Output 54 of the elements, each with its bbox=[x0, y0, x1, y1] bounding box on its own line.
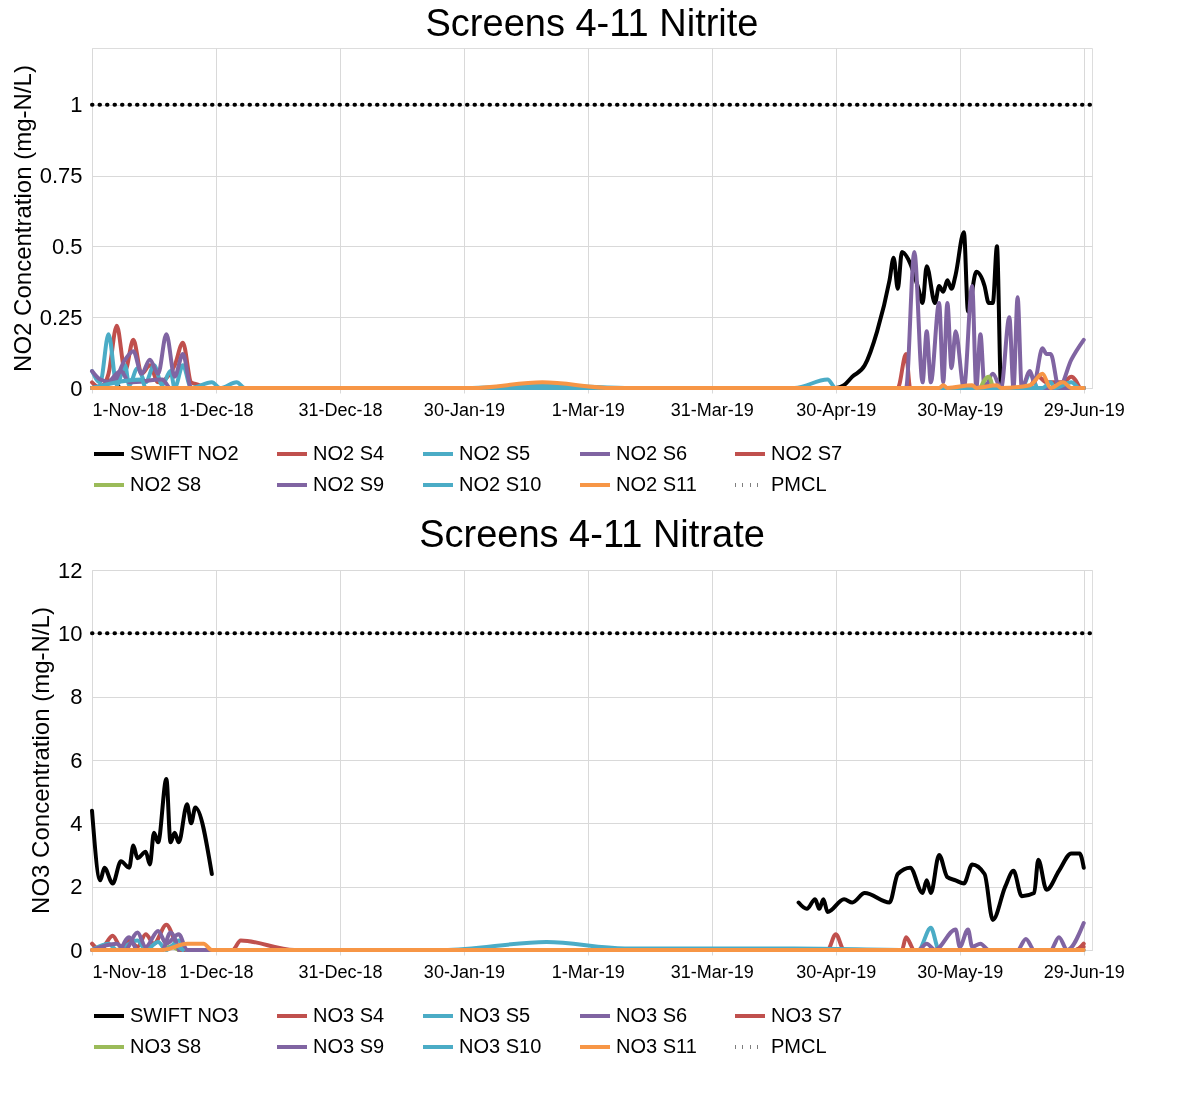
x-tick-label: 31-Mar-19 bbox=[670, 961, 754, 982]
x-tick-label: 1-Dec-18 bbox=[179, 961, 254, 982]
legend-label: NO3 S10 bbox=[459, 1035, 542, 1057]
legend-label: NO2 S7 bbox=[771, 442, 843, 464]
y-tick-label: 8 bbox=[70, 684, 83, 710]
legend-label: NO2 S9 bbox=[313, 473, 385, 495]
x-tick-label: 30-May-19 bbox=[917, 961, 1004, 982]
x-tick-label: 29-Jun-19 bbox=[1043, 399, 1125, 420]
x-tick-label: 1-Mar-19 bbox=[551, 399, 625, 420]
legend-label: NO3 S11 bbox=[616, 1035, 697, 1057]
x-tick-label: 1-Mar-19 bbox=[551, 961, 625, 982]
legend-label: PMCL bbox=[771, 473, 827, 495]
y-tick-label: 4 bbox=[70, 810, 83, 836]
legend-label: NO2 S8 bbox=[130, 473, 202, 495]
legend-label: NO2 S4 bbox=[313, 442, 385, 464]
legend-label: NO3 S9 bbox=[313, 1035, 385, 1057]
chart-title: Screens 4-11 Nitrate bbox=[419, 513, 765, 555]
legend-label: NO3 S8 bbox=[130, 1035, 202, 1057]
legend-label: NO2 S10 bbox=[459, 473, 542, 495]
x-tick-label: 30-Apr-19 bbox=[796, 961, 877, 982]
x-tick-label: 30-Jan-19 bbox=[423, 961, 505, 982]
legend-label: PMCL bbox=[771, 1035, 827, 1057]
y-tick-label: 6 bbox=[70, 747, 83, 773]
legend-label: NO3 S7 bbox=[771, 1004, 843, 1026]
x-tick-label: 30-Jan-19 bbox=[423, 399, 505, 420]
x-tick-label: 31-Dec-18 bbox=[298, 961, 383, 982]
legend-label: SWIFT NO3 bbox=[130, 1004, 239, 1026]
x-tick-label: 1-Nov-18 bbox=[92, 961, 167, 982]
legend-label: NO2 S5 bbox=[459, 442, 531, 464]
y-tick-label: 2 bbox=[70, 874, 83, 900]
x-tick-label: 31-Mar-19 bbox=[670, 399, 754, 420]
x-tick-label: 1-Dec-18 bbox=[179, 399, 254, 420]
x-tick-label: 1-Nov-18 bbox=[92, 399, 167, 420]
x-tick-label: 30-May-19 bbox=[917, 399, 1004, 420]
x-tick-label: 31-Dec-18 bbox=[298, 399, 383, 420]
chart-title: Screens 4-11 Nitrite bbox=[425, 2, 759, 44]
legend-label: NO3 S4 bbox=[313, 1004, 385, 1026]
y-tick-label: 0.25 bbox=[39, 304, 83, 330]
x-tick-label: 30-Apr-19 bbox=[796, 399, 877, 420]
legend-label: NO2 S6 bbox=[616, 442, 688, 464]
legend-label: SWIFT NO2 bbox=[130, 442, 239, 464]
y-tick-label: 0 bbox=[70, 937, 83, 963]
y-tick-label: 12 bbox=[58, 557, 83, 583]
y-tick-label: 0 bbox=[70, 375, 83, 401]
y-tick-label: 10 bbox=[58, 620, 83, 646]
legend-label: NO3 S5 bbox=[459, 1004, 531, 1026]
x-tick-label: 29-Jun-19 bbox=[1043, 961, 1125, 982]
y-tick-label: 0.75 bbox=[39, 163, 83, 188]
legend-label: NO3 S6 bbox=[616, 1004, 688, 1026]
legend-label: NO2 S11 bbox=[616, 473, 697, 495]
y-axis-title: NO2 Concentration (mg-N/L) bbox=[8, 65, 36, 372]
y-axis-title: NO3 Concentration (mg-N/L) bbox=[27, 607, 55, 914]
y-tick-label: 1 bbox=[70, 92, 83, 118]
y-tick-label: 0.5 bbox=[51, 233, 83, 259]
